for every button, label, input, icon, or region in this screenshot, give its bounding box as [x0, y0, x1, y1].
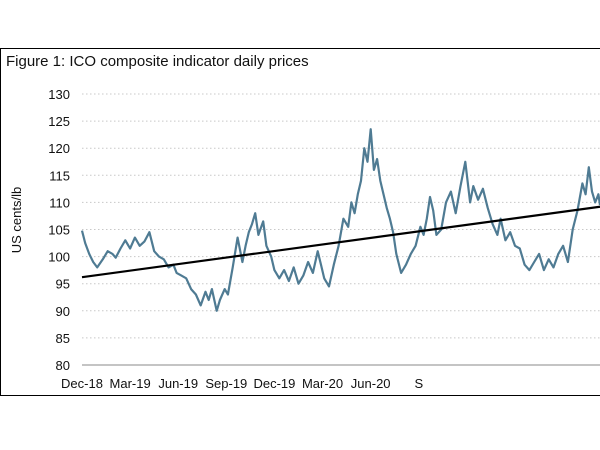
y-tick-label: 120 — [48, 141, 70, 156]
x-tick-label: Mar-19 — [110, 376, 151, 391]
x-tick-label: Dec-18 — [61, 376, 103, 391]
x-tick-label: Jun-19 — [158, 376, 198, 391]
trend-line — [81, 205, 600, 279]
x-tick-label: Dec-19 — [253, 376, 295, 391]
y-tick-label: 125 — [48, 114, 70, 129]
y-tick-label: 95 — [56, 277, 70, 292]
y-axis-label: US cents/lb — [9, 187, 24, 253]
x-tick-label: Mar-20 — [302, 376, 343, 391]
x-tick-label: Sep-19 — [205, 376, 247, 391]
price-series-line — [80, 128, 600, 312]
y-tick-label: 90 — [56, 304, 70, 319]
y-tick-label: 105 — [48, 223, 70, 238]
x-tick-label: Jun-20 — [351, 376, 391, 391]
y-tick-label: 110 — [49, 195, 70, 210]
gridlines — [82, 93, 600, 339]
x-axis-ticks: Dec-18 Mar-19 Jun-19 Sep-19 Dec-19 Mar-20 Jun-… — [61, 376, 423, 391]
y-tick-label: 100 — [48, 250, 70, 265]
series-group — [80, 128, 600, 312]
y-tick-label: 85 — [56, 331, 70, 346]
chart-title: Figure 1: ICO composite indicator daily … — [6, 53, 309, 70]
y-tick-label: 80 — [56, 358, 70, 373]
y-axis-ticks: 80 85 90 95 100 105 110 115 120 125 130 — [48, 87, 70, 373]
y-tick-label: 115 — [49, 168, 70, 183]
figure-frame — [0, 48, 600, 396]
x-tick-label: S — [414, 376, 423, 391]
y-tick-label: 130 — [48, 87, 70, 102]
